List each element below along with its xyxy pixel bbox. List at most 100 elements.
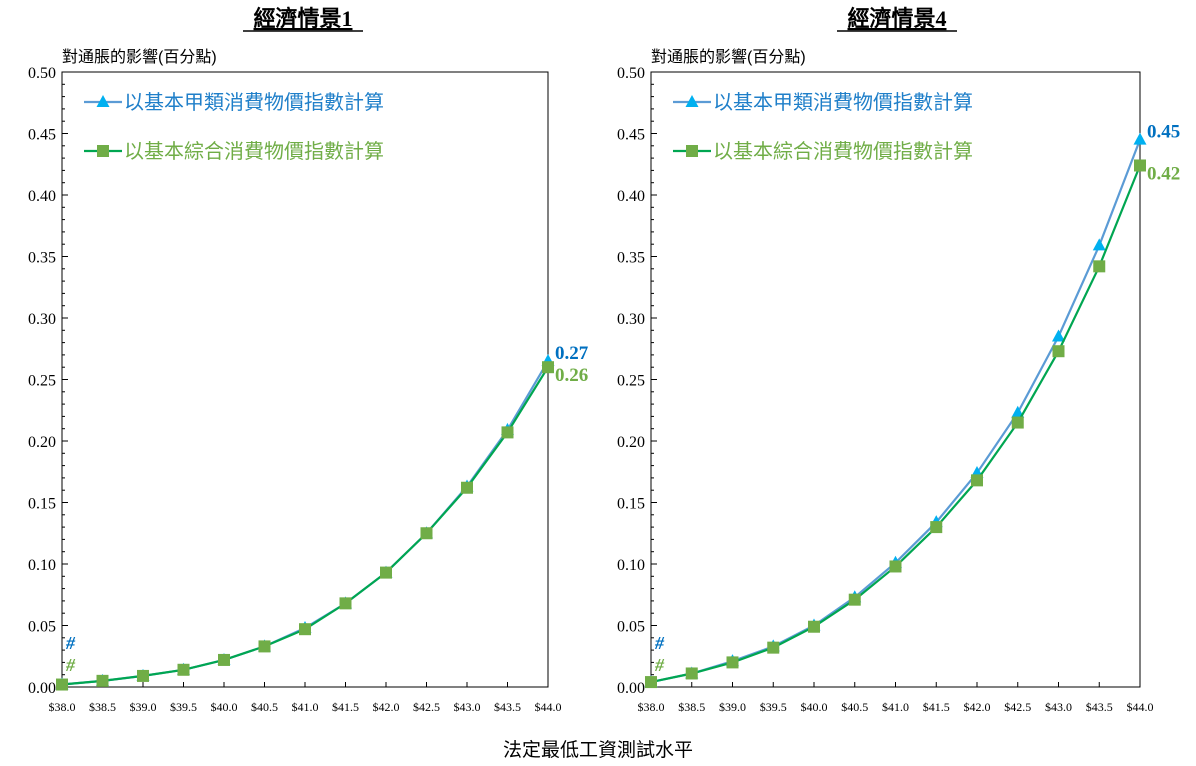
data-point	[930, 521, 943, 534]
y-tick-label: 0.45	[617, 127, 645, 144]
legend-marker	[97, 145, 109, 157]
data-point	[848, 593, 861, 606]
data-point	[1052, 329, 1065, 342]
data-point	[726, 656, 739, 669]
y-tick-label: 0.10	[617, 557, 645, 574]
data-point	[808, 620, 820, 633]
x-tick-label: $39.5	[170, 700, 197, 714]
legend-label: 以基本甲類消費物價指數計算	[713, 91, 973, 114]
legend-label: 以基本綜合消費物價指數計算	[124, 140, 384, 163]
x-tick-label: $40.5	[841, 700, 868, 714]
x-tick-label: $38.5	[678, 700, 705, 714]
y-tick-label: 0.20	[617, 434, 645, 451]
x-tick-label: $43.0	[454, 700, 481, 714]
data-point	[767, 641, 780, 654]
y-tick-label: 0.35	[28, 250, 56, 267]
legend-marker	[686, 145, 698, 157]
x-tick-label: $42.0	[964, 700, 991, 714]
data-point	[501, 426, 514, 439]
data-point	[218, 653, 230, 666]
y-axis-label: 對通脹的影響(百分點)	[651, 48, 806, 66]
x-tick-label: $38.5	[89, 700, 116, 714]
x-tick-label: $44.0	[535, 700, 562, 714]
data-point	[137, 669, 149, 682]
data-point	[685, 667, 698, 680]
x-tick-label: $43.5	[494, 700, 521, 714]
data-point	[177, 663, 190, 676]
data-point	[889, 560, 902, 573]
data-point	[1092, 238, 1106, 251]
y-tick-label: 0.10	[28, 557, 56, 574]
chart-title: 經濟情景1	[253, 6, 352, 31]
x-tick-label: $40.5	[251, 700, 278, 714]
data-point	[1011, 416, 1024, 429]
start-note-label: #	[65, 633, 76, 653]
y-tick-label: 0.30	[28, 311, 56, 328]
data-point	[299, 623, 311, 636]
series-line	[61, 360, 549, 686]
end-value-label: 0.27	[555, 343, 589, 364]
x-tick-label: $42.5	[413, 700, 440, 714]
y-tick-label: 0.35	[617, 250, 645, 267]
series-line	[650, 139, 1142, 684]
x-axis-label: 法定最低工資測試水平	[503, 739, 693, 761]
legend-label: 以基本綜合消費物價指數計算	[713, 140, 973, 163]
y-tick-label: 0.25	[28, 373, 56, 390]
data-point	[542, 361, 554, 374]
start-note-label: #	[654, 633, 665, 653]
y-tick-label: 0.45	[28, 127, 56, 144]
data-point	[380, 566, 392, 579]
y-tick-label: 0.50	[28, 65, 56, 82]
start-note-label: #	[65, 655, 76, 675]
data-point	[420, 527, 433, 540]
y-tick-label: 0.00	[28, 680, 56, 697]
data-point	[1093, 260, 1106, 273]
end-value-label: 0.45	[1147, 122, 1180, 143]
y-tick-label: 0.05	[617, 619, 645, 636]
x-tick-label: $39.0	[719, 700, 746, 714]
chart-scenario-4: 經濟情景4 對通脹的影響(百分點) 0.00 0.05 0.10 0.15 0.20 0.25…	[617, 6, 1180, 714]
data-point	[1134, 159, 1146, 172]
data-point	[1133, 132, 1147, 145]
end-value-label: 0.42	[1147, 163, 1180, 184]
x-tick-label: $42.5	[1004, 700, 1031, 714]
legend-label: 以基本甲類消費物價指數計算	[124, 91, 384, 114]
x-tick-label: $43.5	[1086, 700, 1113, 714]
y-tick-label: 0.50	[617, 65, 645, 82]
chart-title: 經濟情景4	[847, 6, 946, 31]
x-tick-label: $41.0	[292, 700, 319, 714]
y-tick-label: 0.40	[28, 188, 56, 205]
y-tick-label: 0.15	[617, 496, 645, 513]
data-point	[96, 674, 109, 687]
chart-scenario-1: 經濟情景1 對通脹的影響(百分點) 0.00 0.05 0.10 0.15 0.20 0.25…	[28, 6, 589, 714]
x-tick-label: $41.0	[882, 700, 909, 714]
y-tick-label: 0.25	[617, 373, 645, 390]
end-value-label: 0.26	[555, 365, 588, 386]
x-tick-label: $41.5	[332, 700, 359, 714]
x-tick-label: $38.0	[49, 700, 76, 714]
x-tick-label: $39.5	[760, 700, 787, 714]
x-tick-label: $44.0	[1127, 700, 1154, 714]
y-tick-label: 0.00	[617, 680, 645, 697]
x-tick-label: $40.0	[801, 700, 828, 714]
series-line	[650, 165, 1142, 684]
x-tick-label: $43.0	[1045, 700, 1072, 714]
y-tick-label: 0.15	[28, 496, 56, 513]
data-point	[1052, 345, 1065, 358]
data-point	[645, 676, 657, 689]
legend-marker	[685, 95, 699, 107]
x-tick-label: $38.0	[638, 700, 665, 714]
data-point	[1011, 405, 1025, 418]
plot-frame	[61, 71, 549, 688]
x-tick-label: $40.0	[211, 700, 238, 714]
y-tick-label: 0.05	[28, 619, 56, 636]
legend-marker	[96, 95, 110, 107]
y-tick-label: 0.40	[617, 188, 645, 205]
x-tick-label: $41.5	[923, 700, 950, 714]
y-tick-label: 0.30	[617, 311, 645, 328]
x-tick-label: $42.0	[373, 700, 400, 714]
data-point	[56, 678, 68, 691]
start-note-label: #	[654, 655, 665, 675]
plot-frame	[650, 71, 1141, 688]
